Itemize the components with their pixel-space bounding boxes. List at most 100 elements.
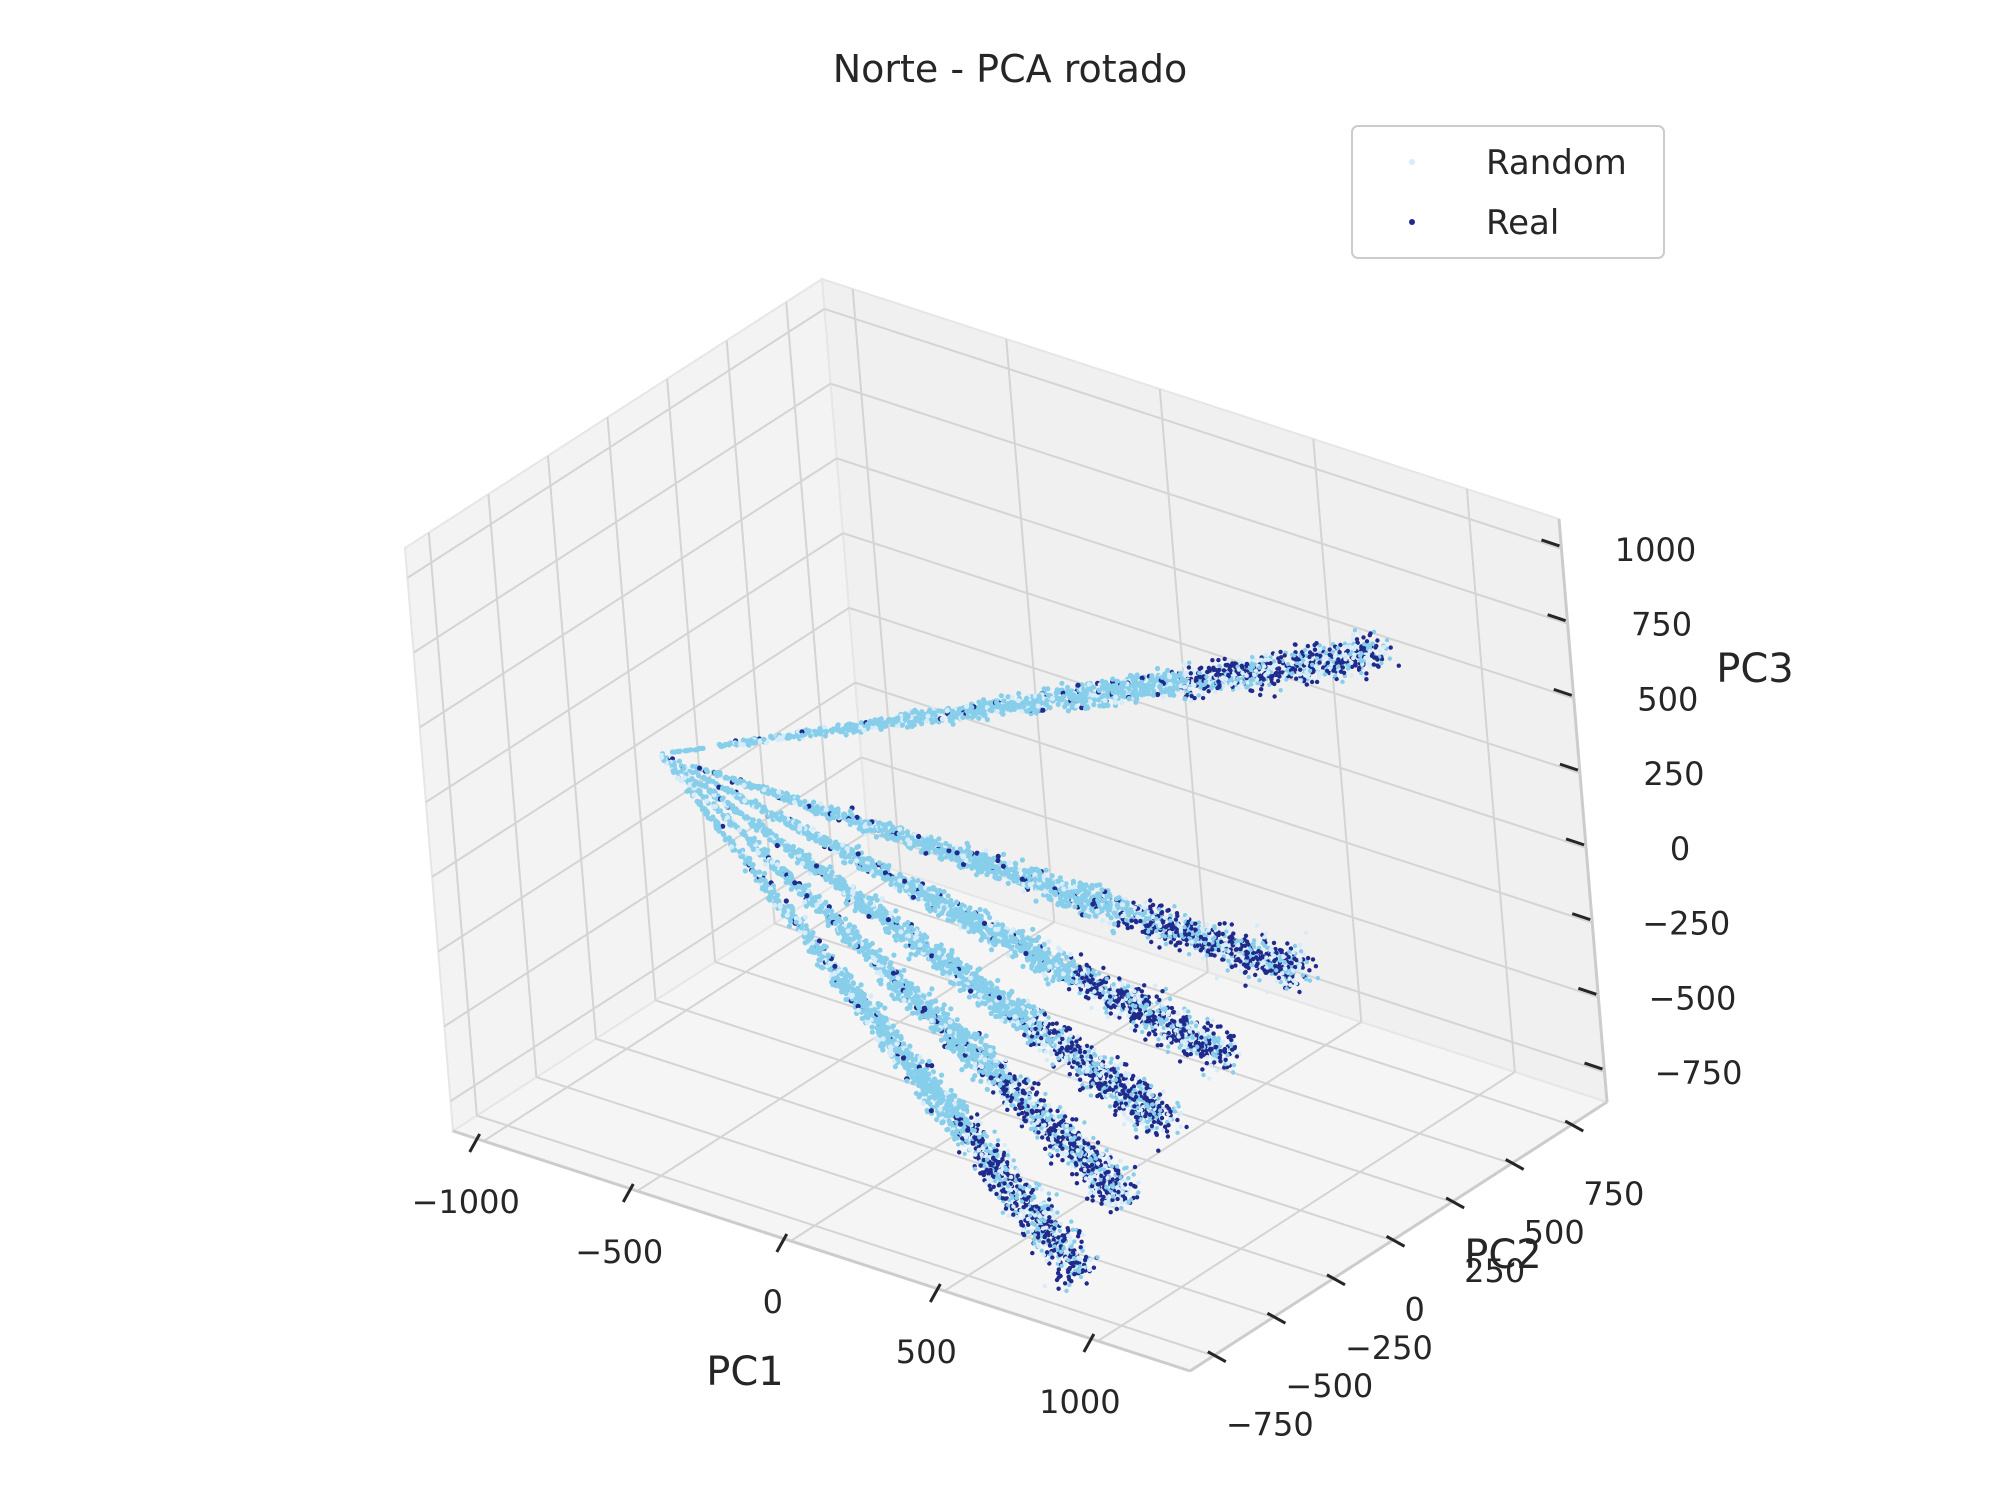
data-point <box>1033 898 1039 904</box>
data-point <box>1001 698 1007 704</box>
data-point <box>1212 1060 1217 1065</box>
data-point <box>1155 1043 1160 1048</box>
data-point <box>855 851 861 857</box>
data-point <box>1104 690 1110 696</box>
data-point <box>672 749 678 755</box>
data-point <box>1132 997 1137 1002</box>
data-point <box>1255 961 1260 966</box>
data-point <box>1343 657 1348 662</box>
data-point <box>1293 642 1298 647</box>
data-point <box>1085 989 1090 995</box>
data-point <box>823 806 829 812</box>
data-point <box>864 828 870 834</box>
data-point <box>1161 1011 1166 1016</box>
data-point <box>1354 637 1360 642</box>
data-point <box>1206 1034 1212 1040</box>
data-point <box>1090 970 1096 975</box>
data-point <box>1055 902 1061 908</box>
data-point <box>1204 922 1209 927</box>
data-point <box>1182 671 1189 677</box>
data-point <box>1293 657 1299 662</box>
data-point <box>817 725 823 732</box>
data-point <box>910 894 917 900</box>
data-point <box>1250 962 1255 968</box>
data-point <box>1197 670 1203 676</box>
data-point <box>1200 1048 1206 1054</box>
data-point <box>998 693 1005 699</box>
data-point <box>996 704 1002 710</box>
data-point <box>925 713 931 719</box>
data-point <box>916 711 922 717</box>
data-point <box>704 769 711 775</box>
data-point <box>1160 920 1166 925</box>
data-point <box>996 931 1002 937</box>
data-point <box>1302 647 1308 653</box>
data-point <box>1167 1037 1173 1042</box>
data-point <box>912 841 918 848</box>
data-point <box>889 721 895 728</box>
data-point <box>1107 920 1113 926</box>
data-point <box>1111 982 1116 987</box>
data-point <box>1270 666 1275 671</box>
data-point <box>1293 981 1299 986</box>
data-point <box>1152 677 1158 683</box>
data-point <box>1217 921 1222 927</box>
data-point <box>1150 692 1156 698</box>
data-point <box>977 708 983 715</box>
data-point <box>1177 1059 1183 1064</box>
data-point <box>1092 697 1098 703</box>
data-point <box>1020 963 1026 970</box>
data-point <box>856 865 862 871</box>
grid-line-y-left <box>487 494 538 1078</box>
data-point <box>1000 851 1007 858</box>
data-point <box>1126 992 1131 997</box>
data-point <box>1251 944 1257 949</box>
data-point <box>1224 677 1229 682</box>
data-point <box>1363 655 1368 661</box>
data-point <box>965 713 971 720</box>
data-point <box>1037 877 1043 883</box>
data-point <box>1194 677 1199 683</box>
data-point <box>1325 660 1331 665</box>
data-point <box>1187 686 1193 691</box>
data-point <box>1129 909 1135 915</box>
data-point <box>1317 643 1323 648</box>
data-point <box>1239 660 1245 665</box>
data-point <box>1072 884 1078 890</box>
data-point <box>1154 665 1161 672</box>
data-point <box>895 715 901 721</box>
data-point <box>1225 1053 1230 1058</box>
data-point <box>1256 948 1261 954</box>
data-point <box>1203 679 1208 684</box>
data-point <box>1201 1072 1206 1078</box>
data-point <box>757 784 764 790</box>
data-point <box>1206 942 1212 947</box>
data-point <box>1314 679 1320 685</box>
data-point <box>1273 663 1278 668</box>
data-point <box>1156 934 1161 939</box>
data-point <box>1337 650 1342 655</box>
data-point <box>1136 999 1142 1004</box>
data-point <box>889 718 895 724</box>
data-point <box>1158 683 1164 689</box>
data-point <box>1216 947 1221 953</box>
data-point <box>1271 940 1277 946</box>
data-point <box>1381 644 1387 650</box>
data-point <box>1332 654 1338 659</box>
data-point <box>1143 900 1148 905</box>
data-point <box>1382 651 1387 656</box>
data-point <box>1257 673 1262 679</box>
data-point <box>1082 904 1088 910</box>
data-point <box>1157 945 1162 950</box>
data-point <box>977 906 983 913</box>
data-point <box>1229 964 1235 970</box>
data-point <box>1246 974 1252 980</box>
data-point <box>1284 677 1289 682</box>
data-point <box>947 714 953 720</box>
data-point <box>1280 675 1286 680</box>
data-point <box>1157 907 1162 912</box>
data-point <box>1277 674 1282 679</box>
data-point <box>904 724 911 730</box>
data-point <box>1231 1063 1237 1068</box>
data-point <box>1172 677 1178 683</box>
